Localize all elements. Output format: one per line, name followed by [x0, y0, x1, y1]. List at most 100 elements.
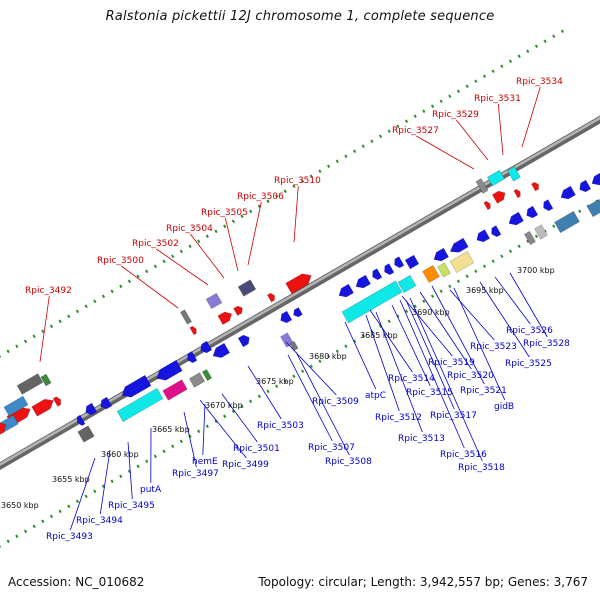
lower-gene: [293, 307, 303, 318]
scale-label: 3690 kbp: [412, 308, 450, 317]
bottom-gene-label: Rpic_3507: [308, 443, 355, 453]
top-gene-leader: [247, 201, 262, 266]
bottom-gene-label: Rpic_3519: [428, 358, 475, 368]
lower-gene-shape: [384, 263, 395, 276]
bottom-gene-leader: [365, 314, 400, 412]
top-gene-leader: [521, 86, 541, 148]
upper-gene: [530, 181, 539, 192]
scale-label: 3670 kbp: [205, 401, 243, 410]
bottom-gene-leader: [509, 272, 548, 338]
lower-gene-shape: [100, 396, 113, 410]
upper-gene-shape: [285, 273, 312, 295]
lower-gene: [188, 372, 206, 388]
lower-gene-shape: [526, 205, 539, 219]
lower-gene: [508, 211, 524, 226]
lower-gene-shape: [591, 171, 600, 186]
lower-gene-shape: [341, 280, 403, 324]
top-gene-leader: [224, 217, 239, 272]
top-gene-label: Rpic_3534: [516, 77, 563, 87]
bottom-gene-leader: [419, 291, 472, 370]
bottom-gene-leader: [183, 411, 197, 468]
lower-gene: [397, 274, 417, 294]
lower-gene: [100, 396, 113, 410]
upper-gene-shape: [3, 395, 29, 417]
bottom-gene-label: Rpic_3513: [398, 434, 445, 444]
lower-gene: [121, 374, 152, 398]
lower-gene: [77, 425, 95, 443]
lower-gene-shape: [338, 283, 354, 298]
scale-label: 3685 kbp: [360, 331, 398, 340]
scale-label: 3695 kbp: [466, 286, 504, 295]
scale-label: 3660 kbp: [101, 450, 139, 459]
lower-gene: [449, 237, 469, 253]
upper-gene-shape: [507, 166, 521, 182]
scale-label: 3655 kbp: [52, 475, 90, 484]
top-gene-label: Rpic_3502: [132, 239, 179, 249]
lower-gene-shape: [372, 268, 383, 281]
lower-gene-shape: [397, 274, 417, 294]
lower-gene-shape: [433, 247, 449, 262]
bottom-gene-leader: [401, 295, 453, 357]
lower-gene-shape: [76, 414, 86, 426]
upper-gene-shape: [205, 292, 223, 310]
lower-gene-shape: [523, 230, 537, 246]
top-gene-leader: [416, 135, 475, 170]
lower-gene-shape: [437, 262, 451, 278]
lower-gene-shape: [554, 210, 580, 234]
upper-gene: [0, 422, 7, 437]
bottom-gene-label: gidB: [494, 402, 514, 412]
lower-gene-shape: [188, 372, 206, 388]
lower-gene: [404, 254, 420, 270]
lower-gene: [554, 210, 580, 234]
upper-gene-shape: [217, 311, 233, 325]
bottom-gene-label: Rpic_3501: [233, 444, 280, 454]
lower-gene-shape: [200, 340, 213, 354]
upper-gene: [513, 188, 521, 199]
top-gene-leader: [156, 248, 209, 286]
lower-gene-shape: [280, 310, 293, 324]
bottom-gene-leader: [453, 287, 506, 401]
lower-gene-shape: [491, 225, 502, 238]
top-gene-leader: [293, 185, 299, 243]
lower-gene-shape: [355, 274, 371, 289]
top-gene-leader: [455, 119, 489, 161]
bottom-gene-label: Rpic_3521: [460, 386, 507, 396]
upper-gene-shape: [233, 305, 243, 316]
accession-text: Accession: NC_010682: [8, 575, 145, 589]
bottom-gene-leader: [409, 297, 483, 462]
upper-gene: [179, 309, 193, 325]
bottom-gene-label: Rpic_3503: [257, 421, 304, 431]
upper-gene-shape: [189, 325, 197, 336]
lower-gene: [116, 387, 164, 423]
upper-gene: [233, 305, 243, 316]
top-gene-label: Rpic_3510: [274, 176, 321, 186]
bottom-gene-label: Rpic_3508: [325, 457, 372, 467]
upper-gene: [237, 279, 257, 297]
lower-tick-line: [0, 197, 600, 548]
upper-gene: [16, 373, 44, 395]
bottom-gene-label: Rpic_3514: [388, 374, 435, 384]
lower-gene: [372, 268, 383, 281]
bottom-gene-leader: [399, 299, 465, 449]
upper-gene-shape: [16, 373, 44, 395]
lower-gene: [579, 179, 592, 193]
lower-gene-shape: [162, 379, 188, 401]
scale-label: 3680 kbp: [309, 352, 347, 361]
bottom-gene-leader: [391, 304, 431, 387]
bottom-gene-label: Rpic_3493: [46, 532, 93, 542]
lower-gene-shape: [116, 387, 164, 423]
upper-gene-shape: [237, 279, 257, 297]
bottom-gene-label: Rpic_3518: [458, 463, 505, 473]
genome-summary-text: Topology: circular; Length: 3,942,557 bp…: [258, 575, 588, 589]
lower-gene: [384, 263, 395, 276]
lower-gene: [586, 198, 600, 218]
top-gene-label: Rpic_3506: [237, 192, 284, 202]
upper-gene: [475, 178, 489, 194]
lower-gene: [526, 205, 539, 219]
bottom-gene-leader: [344, 321, 377, 390]
lower-gene: [449, 250, 475, 274]
map-title: Ralstonia pickettii 12J chromosome 1, co…: [105, 9, 495, 24]
bottom-gene-leader: [431, 285, 485, 385]
lower-gene-shape: [212, 342, 231, 358]
lower-gene: [591, 171, 600, 186]
